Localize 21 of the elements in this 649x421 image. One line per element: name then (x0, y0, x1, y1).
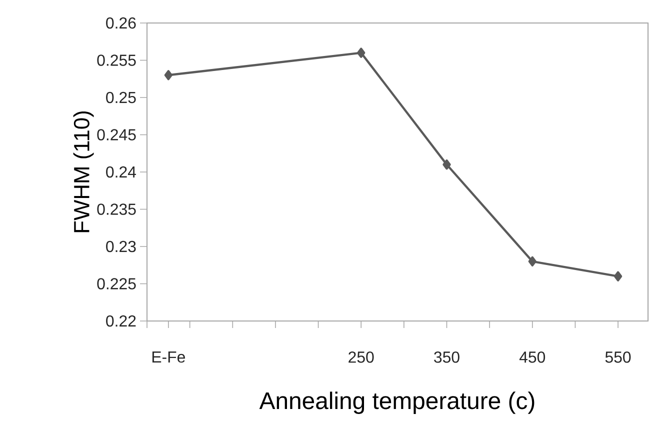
y-axis-title: FWHM (110) (73, 111, 94, 232)
x-tick-label: 250 (348, 352, 374, 363)
y-tick-label: 0.22 (106, 315, 136, 327)
x-tick-label: 350 (434, 352, 460, 363)
x-tick-label: 550 (605, 352, 631, 363)
y-tick-label: 0.235 (97, 204, 136, 215)
point (528, 256, 536, 266)
y-tick-label: 0.255 (97, 54, 136, 66)
y-tick-label: 0.23 (106, 240, 136, 252)
x-tick-label: 450 (519, 352, 546, 363)
y-tick-label: 0.225 (97, 278, 136, 290)
point (164, 70, 172, 80)
x-axis-title: Annealing temperature (c) (259, 392, 534, 414)
point (357, 48, 366, 58)
y-tick-label: 0.24 (106, 166, 136, 178)
y-tick-label: 0.26 (106, 17, 136, 29)
point (614, 271, 622, 282)
x-tick-label: E-Fe (152, 352, 185, 363)
y-tick-label: 0.25 (106, 92, 136, 104)
point (442, 159, 451, 170)
y-tick-label: 0.245 (97, 129, 136, 140)
